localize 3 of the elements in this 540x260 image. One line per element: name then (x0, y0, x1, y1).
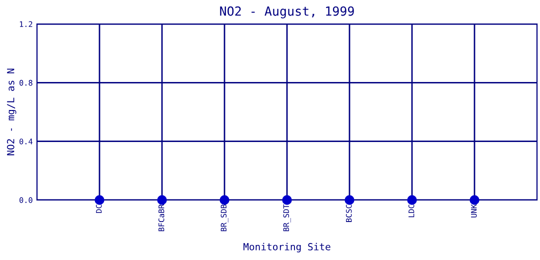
y-axis-title: NO2 - mg/L as N (6, 68, 16, 156)
chart-title: NO2 - August, 1999 (220, 6, 354, 18)
x-axis-title: Monitoring Site (244, 242, 330, 252)
